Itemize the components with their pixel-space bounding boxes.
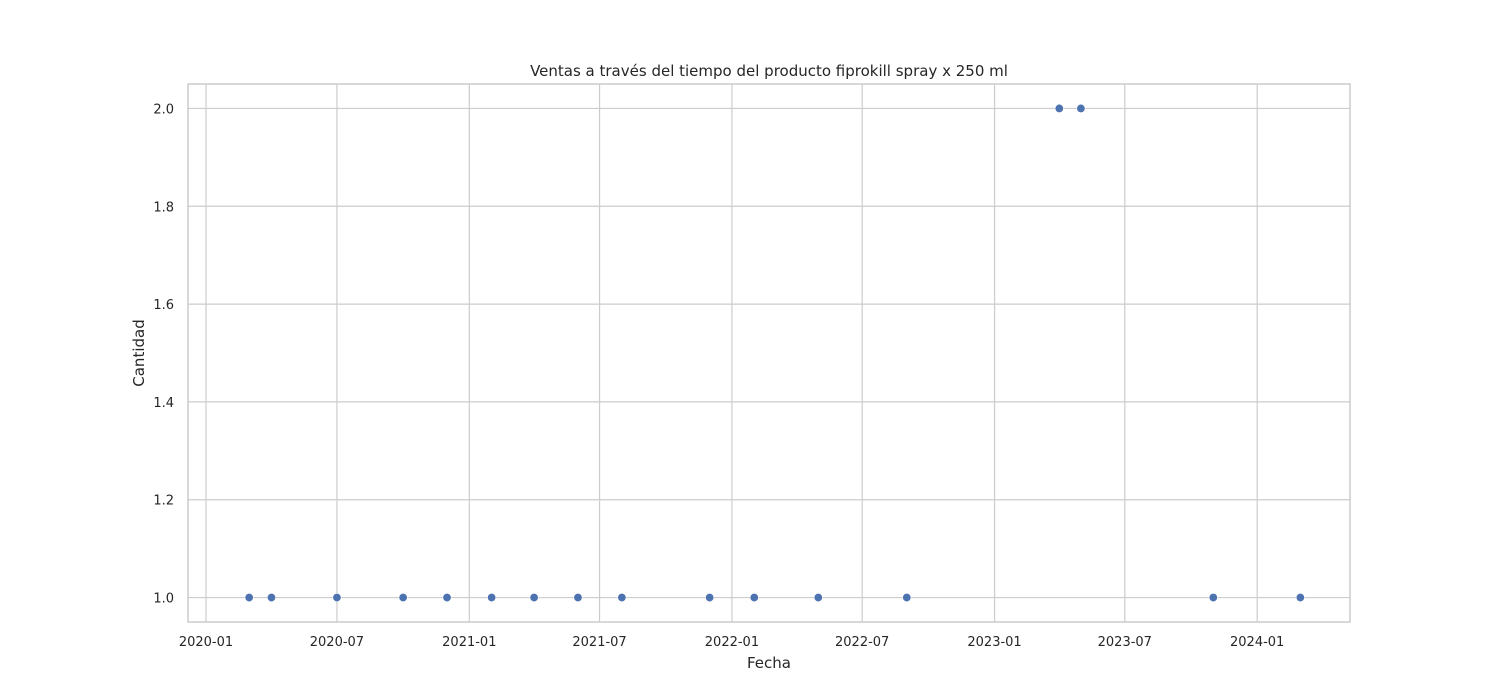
x-tick-label: 2024-01 — [1230, 635, 1284, 650]
data-point — [749, 593, 759, 603]
data-point — [813, 593, 823, 603]
x-axis-label: Fecha — [747, 654, 791, 672]
y-tick-label: 1.8 — [153, 200, 174, 215]
y-tick-label: 1.4 — [153, 396, 174, 411]
y-axis-label: Cantidad — [130, 319, 148, 386]
data-point — [529, 593, 539, 603]
x-tick-label: 2022-07 — [835, 635, 889, 650]
x-tick-label: 2022-01 — [705, 635, 759, 650]
data-point — [442, 593, 452, 603]
plot-frame — [187, 83, 1351, 623]
x-tick-label: 2021-01 — [442, 635, 496, 650]
data-point — [1295, 593, 1305, 603]
x-tick-label: 2020-07 — [310, 635, 364, 650]
data-point — [705, 593, 715, 603]
data-point — [332, 593, 342, 603]
x-tick-label: 2021-07 — [572, 635, 626, 650]
chart-title: Ventas a través del tiempo del producto … — [530, 62, 1008, 80]
data-point — [617, 593, 627, 603]
x-tick-label: 2023-07 — [1098, 635, 1152, 650]
data-point — [398, 593, 408, 603]
y-tick-label: 1.6 — [153, 298, 174, 313]
data-point — [1076, 103, 1086, 113]
data-points — [244, 103, 1305, 603]
data-point — [266, 593, 276, 603]
data-point — [1208, 593, 1218, 603]
y-tick-label: 2.0 — [153, 102, 174, 117]
grid — [188, 84, 1350, 622]
data-point — [902, 593, 912, 603]
x-tick-label: 2023-01 — [967, 635, 1021, 650]
y-tick-label: 1.2 — [153, 494, 174, 509]
y-tick-label: 1.0 — [153, 592, 174, 607]
y-tick-labels: 1.0 1.2 1.4 1.6 1.8 2.0 — [153, 102, 174, 606]
data-point — [573, 593, 583, 603]
data-point — [244, 593, 254, 603]
data-point — [1054, 103, 1064, 113]
x-tick-labels: 2020-01 2020-07 2021-01 2021-07 2022-01 2022-… — [179, 635, 1285, 650]
data-point — [487, 593, 497, 603]
x-tick-label: 2020-01 — [179, 635, 233, 650]
